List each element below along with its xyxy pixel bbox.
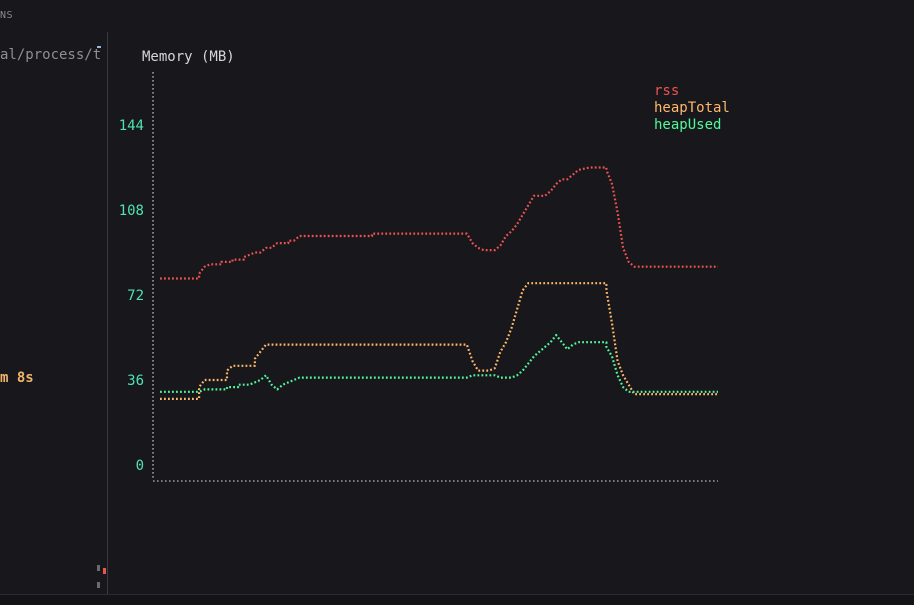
- y-tick-label: 108: [119, 203, 144, 219]
- scroll-indicator-gray-2: [97, 582, 100, 588]
- y-tick-label: 144: [119, 118, 144, 134]
- series-rss-line: [160, 166, 718, 280]
- legend-item-heapused: heapUsed: [654, 117, 721, 133]
- y-tick-label: 72: [127, 288, 144, 304]
- window-title: NS: [0, 10, 14, 21]
- legend-item-heaptotal: heapTotal: [654, 100, 730, 116]
- chart-title: Memory (MB): [142, 49, 235, 65]
- scroll-indicator-gray: [97, 565, 100, 571]
- series-heaptotal-line: [160, 282, 718, 400]
- y-tick-label: 36: [127, 373, 144, 389]
- scroll-indicator-red: [103, 568, 106, 574]
- file-path: al/process/t: [0, 47, 102, 63]
- status-bar: [0, 594, 914, 605]
- y-axis-ticks: 0 36 72 108 144: [119, 118, 144, 474]
- left-pane: al/process/t m 8s: [0, 32, 107, 594]
- chart-axes: [152, 72, 718, 482]
- elapsed-time: m 8s: [0, 370, 34, 386]
- chart-series: [160, 166, 718, 400]
- y-tick-label: 0: [136, 458, 144, 474]
- cursor-marker: [97, 46, 101, 48]
- pane-divider[interactable]: [107, 32, 108, 594]
- series-heapused-line: [160, 334, 718, 393]
- legend-item-rss: rss: [654, 83, 679, 99]
